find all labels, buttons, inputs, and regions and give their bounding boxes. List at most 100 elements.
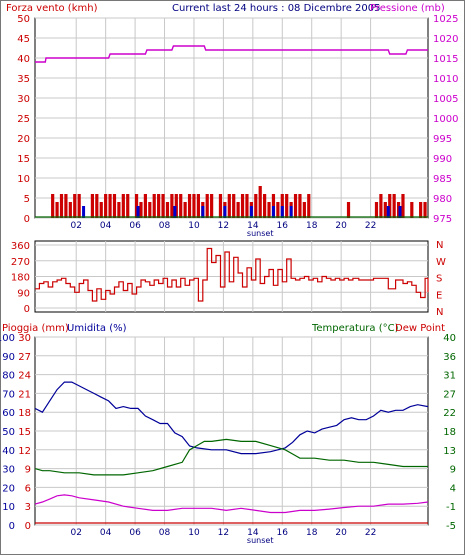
temperature-y-tick-label: 13: [443, 446, 456, 457]
wind-y-tick-label: 5: [24, 194, 30, 205]
pressure-y-tick-label: 990: [433, 154, 452, 165]
wind-bar: [51, 194, 55, 218]
humidity-y-tick-label: 100: [0, 333, 15, 344]
gust-mark: [223, 206, 227, 218]
wind-bar: [285, 194, 289, 218]
wind-bar: [68, 202, 72, 218]
x-tick-label: 04: [100, 528, 112, 538]
pressure-y-tick-label: 1020: [433, 34, 458, 45]
humidity-axis-title: Umidita (%): [67, 323, 127, 334]
direction-y-tick-label: 90: [17, 288, 30, 299]
x-tick-label: 14: [247, 528, 259, 538]
temperature-y-tick-label: -5: [446, 521, 456, 532]
rain-y-tick-label: 9: [25, 465, 31, 476]
rain-y-tick-label: 21: [18, 389, 31, 400]
compass-label: W: [436, 257, 446, 268]
compass-label: N: [436, 307, 443, 318]
wind-bar: [64, 194, 68, 218]
wind-bar: [59, 194, 64, 218]
wind-y-tick-label: 50: [17, 14, 30, 25]
gust-mark: [271, 206, 275, 218]
humidity-y-tick-label: 80: [2, 371, 15, 382]
wind-bar: [183, 202, 187, 218]
x-tick-label: 16: [277, 221, 289, 231]
rain-y-tick-label: 30: [18, 333, 31, 344]
pressure-y-tick-label: 1010: [433, 74, 458, 85]
gust-mark: [398, 206, 402, 218]
wind-bar: [401, 194, 405, 218]
wind-bar: [112, 194, 117, 218]
humidity-y-tick-label: 0: [9, 521, 15, 532]
pressure-y-tick-label: 1000: [433, 114, 458, 125]
humidity-y-tick-label: 70: [2, 389, 15, 400]
temperature-y-tick-label: 18: [443, 427, 456, 438]
x-tick-label: 18: [306, 221, 318, 231]
wind-bar: [196, 194, 200, 218]
gust-mark: [249, 206, 253, 218]
x-tick-label: 20: [335, 528, 347, 538]
wind-bar: [263, 194, 267, 218]
x-axis-label: sunset: [247, 536, 274, 545]
x-tick-label: 08: [159, 221, 171, 231]
temperature-line: [34, 438, 428, 476]
x-tick-label: 06: [129, 221, 141, 231]
rain-y-tick-label: 27: [18, 352, 31, 363]
wind-pressure-panel: 0510152025303540455097598098599099510001…: [17, 14, 458, 238]
wind-bar: [73, 194, 77, 218]
gust-mark: [173, 206, 177, 218]
wind-y-tick-label: 10: [17, 174, 30, 185]
gust-mark: [136, 206, 140, 218]
gust-mark: [386, 206, 390, 218]
wind-bar: [104, 194, 108, 218]
wind-y-tick-label: 25: [17, 114, 30, 125]
pressure-y-tick-label: 995: [433, 134, 452, 145]
wind-bar: [170, 194, 174, 218]
direction-y-tick-label: 270: [11, 257, 30, 268]
pressure-y-tick-label: 985: [433, 174, 452, 185]
wind-bar: [236, 202, 240, 218]
wind-y-tick-label: 15: [17, 154, 30, 165]
wind-bar: [218, 194, 223, 218]
wind-y-tick-label: 40: [17, 54, 30, 65]
wind-bar: [148, 202, 152, 218]
wind-bar: [410, 202, 414, 218]
x-tick-label: 10: [188, 528, 200, 538]
wind-bar: [254, 194, 258, 218]
rain-y-tick-label: 12: [18, 446, 31, 457]
humidity-y-tick-label: 20: [2, 483, 15, 494]
dew-point-line: [34, 494, 429, 514]
wind-bar: [258, 186, 262, 218]
wind-bar: [139, 202, 143, 218]
wind-bar: [165, 202, 170, 218]
wind-bar: [379, 194, 383, 218]
wind-y-tick-label: 35: [17, 74, 30, 85]
temperature-y-tick-label: 9: [450, 465, 456, 476]
x-tick-label: 16: [277, 528, 289, 538]
wind-bar: [161, 194, 165, 218]
wind-bar: [152, 194, 156, 218]
rain-axis-title: Pioggia (mm): [2, 323, 69, 334]
pressure-y-tick-label: 1005: [433, 94, 458, 105]
x-tick-label: 20: [335, 221, 347, 231]
x-tick-label: 12: [218, 528, 229, 538]
wind-bar: [187, 194, 192, 218]
temperature-y-tick-label: 36: [443, 352, 456, 363]
wind-bar: [383, 202, 387, 218]
wind-bar: [117, 202, 121, 218]
direction-y-tick-label: 360: [11, 241, 30, 252]
rain-y-tick-label: 6: [25, 483, 31, 494]
chart-title: Current last 24 hours : 08 Dicembre 2005: [172, 3, 381, 14]
x-tick-label: 18: [306, 528, 318, 538]
rain-y-tick-label: 18: [18, 408, 31, 419]
gust-mark: [82, 206, 86, 218]
x-tick-label: 08: [159, 528, 171, 538]
humidity-y-tick-label: 50: [2, 427, 15, 438]
wind-bar: [108, 194, 112, 218]
wind-bar: [192, 194, 196, 218]
temperature-y-tick-label: 4: [450, 483, 456, 494]
wind-y-tick-label: 0: [24, 214, 30, 225]
pressure-line: [35, 45, 428, 63]
wind-bar: [240, 194, 245, 218]
x-tick-label: 04: [100, 221, 112, 231]
